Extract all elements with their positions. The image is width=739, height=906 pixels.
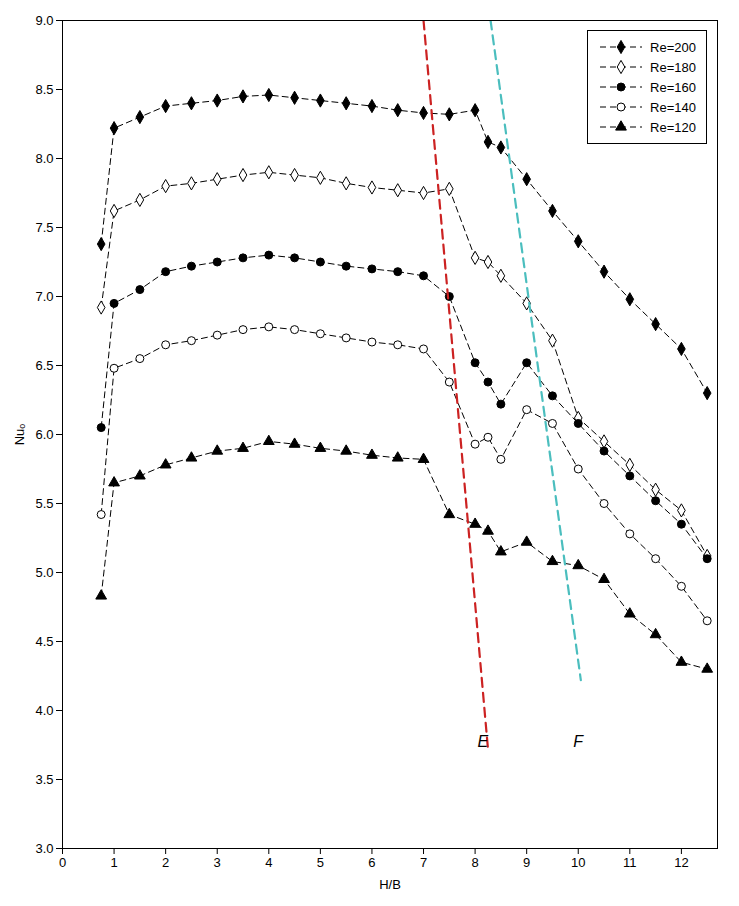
- svg-text:6.0: 6.0: [35, 427, 53, 442]
- svg-text:10: 10: [571, 855, 585, 870]
- svg-text:4.5: 4.5: [35, 634, 53, 649]
- svg-text:2: 2: [162, 855, 169, 870]
- html-text:Re=120: Re=120: [650, 119, 696, 135]
- svg-text:3.0: 3.0: [35, 841, 53, 856]
- svg-text:Nuₒ: Nuₒ: [12, 424, 27, 446]
- svg-text:5.5: 5.5: [35, 496, 53, 511]
- svg-text:7.5: 7.5: [35, 220, 53, 235]
- html-text:Re=140: Re=140: [650, 99, 696, 115]
- svg-text:9: 9: [523, 855, 530, 870]
- svg-text:6.5: 6.5: [35, 358, 53, 373]
- svg-text:E: E: [477, 733, 488, 750]
- svg-text:4.0: 4.0: [35, 703, 53, 718]
- svg-text:8.5: 8.5: [35, 82, 53, 97]
- html-text:Re=200: Re=200: [650, 39, 696, 55]
- svg-text:0: 0: [59, 855, 66, 870]
- svg-text:H/B: H/B: [379, 877, 401, 892]
- html-text:Re=160: Re=160: [650, 79, 696, 95]
- svg-text:7.0: 7.0: [35, 289, 53, 304]
- svg-text:3.5: 3.5: [35, 772, 53, 787]
- html-text:Re=180: Re=180: [650, 59, 696, 75]
- svg-text:5.0: 5.0: [35, 565, 53, 580]
- svg-text:5: 5: [317, 855, 324, 870]
- svg-text:F: F: [573, 733, 584, 750]
- svg-text:7: 7: [420, 855, 427, 870]
- svg-text:3: 3: [214, 855, 221, 870]
- svg-text:11: 11: [623, 855, 637, 870]
- svg-text:8: 8: [471, 855, 478, 870]
- svg-text:12: 12: [674, 855, 688, 870]
- svg-text:4: 4: [265, 855, 272, 870]
- svg-text:6: 6: [368, 855, 375, 870]
- svg-text:1: 1: [110, 855, 117, 870]
- svg-text:8.0: 8.0: [35, 151, 53, 166]
- svg-text:9.0: 9.0: [35, 13, 53, 28]
